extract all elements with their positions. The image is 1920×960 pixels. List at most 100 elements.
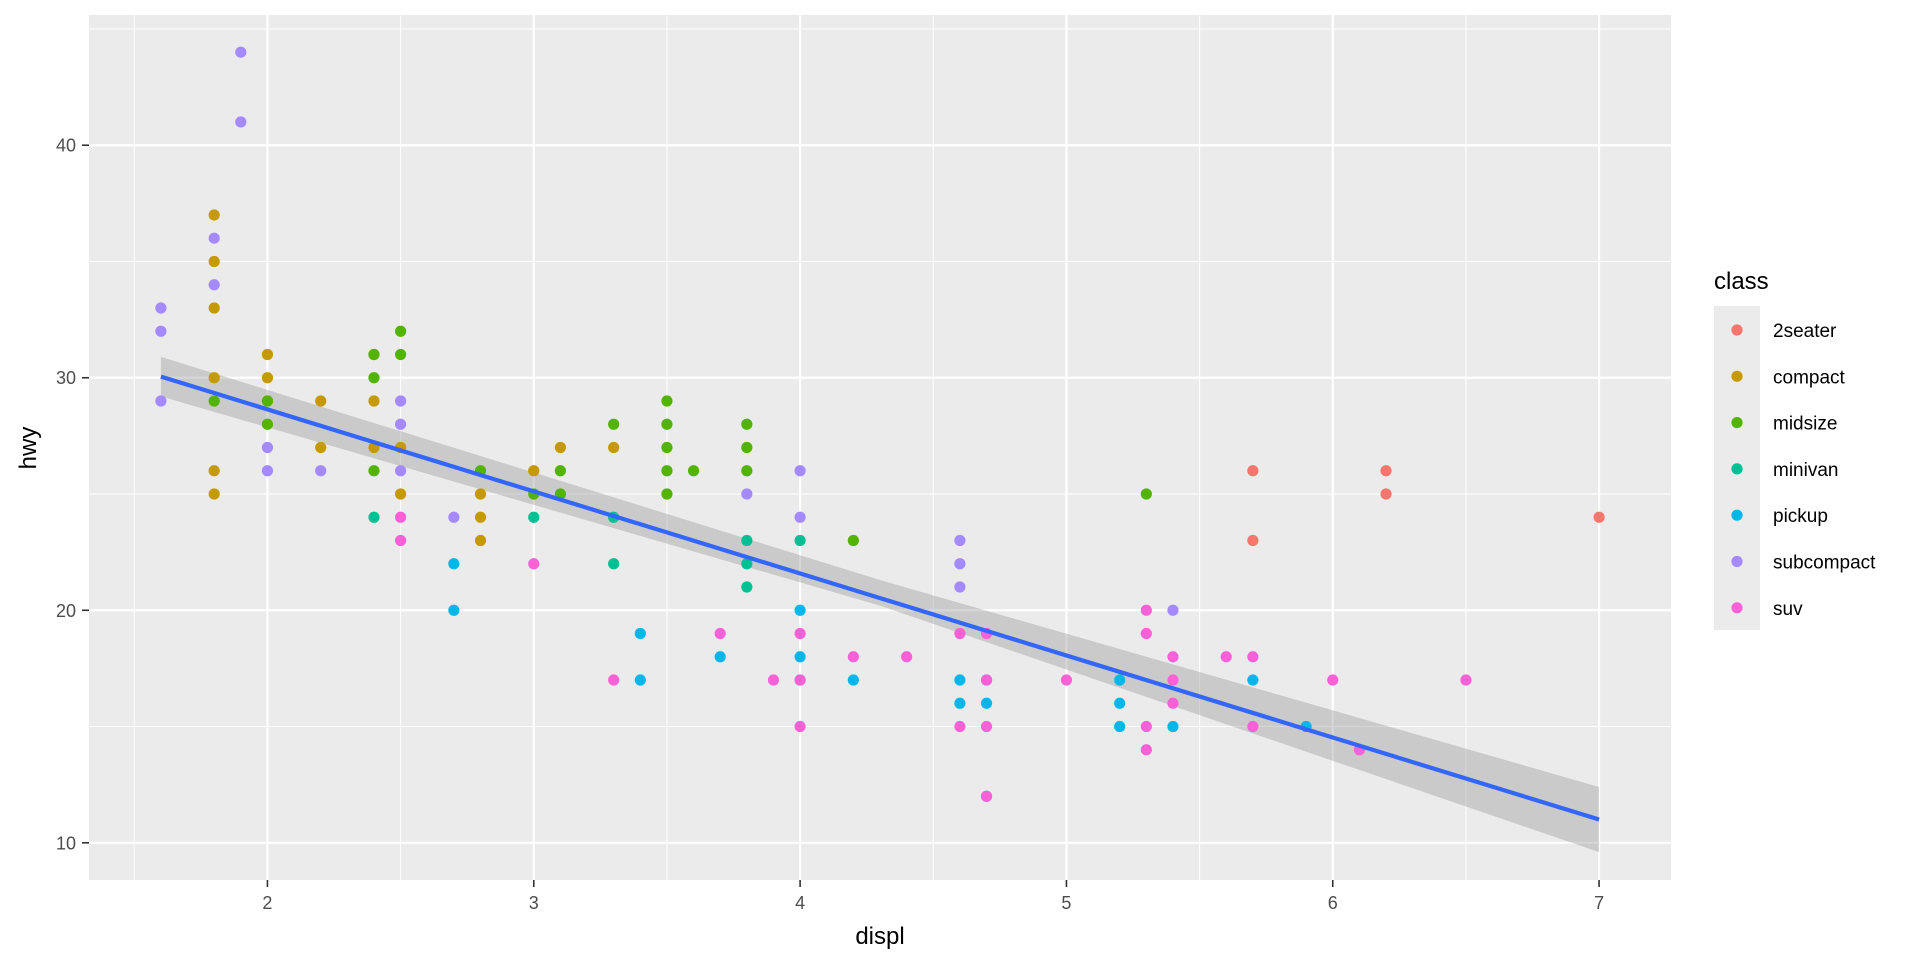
legend-item: suv: [1731, 599, 1803, 620]
point-midsize: [395, 325, 407, 337]
point-compact: [608, 441, 620, 454]
point-suv: [528, 558, 540, 570]
point-pickup: [1167, 720, 1179, 733]
point-pickup: [980, 697, 993, 709]
point-pickup: [794, 604, 806, 616]
point-midsize: [261, 395, 274, 407]
point-minivan: [368, 511, 380, 523]
point-compact: [208, 465, 220, 477]
point-midsize: [661, 441, 673, 454]
point-midsize: [368, 372, 380, 384]
legend-item: compact: [1731, 367, 1846, 388]
point-suv: [1140, 744, 1152, 756]
point-suv: [1460, 674, 1472, 686]
point-subcompact: [208, 279, 220, 291]
point-compact: [368, 395, 380, 407]
point-2seater: [1593, 511, 1605, 523]
point-subcompact: [395, 465, 407, 477]
point-2seater: [1380, 465, 1392, 477]
point-subcompact: [954, 534, 966, 547]
point-suv: [1220, 651, 1232, 663]
point-suv: [980, 674, 993, 686]
point-pickup: [634, 627, 646, 640]
point-suv: [1140, 627, 1152, 640]
point-pickup: [794, 651, 806, 663]
point-midsize: [261, 418, 274, 430]
y-tick-label: 30: [56, 368, 76, 388]
legend-key-minivan: [1731, 463, 1743, 475]
point-compact: [474, 488, 487, 500]
point-suv: [1140, 604, 1152, 616]
point-midsize: [1140, 488, 1152, 500]
point-compact: [261, 348, 274, 361]
point-suv: [1167, 651, 1179, 663]
point-minivan: [741, 581, 753, 593]
point-subcompact: [155, 325, 167, 337]
point-midsize: [847, 534, 859, 547]
x-tick-label: 7: [1594, 893, 1604, 913]
panel-background: [89, 15, 1671, 880]
point-subcompact: [261, 465, 274, 477]
legend-key-subcompact: [1731, 555, 1743, 568]
point-pickup: [448, 558, 460, 570]
point-pickup: [1114, 720, 1126, 733]
point-midsize: [661, 465, 673, 477]
point-compact: [395, 488, 407, 500]
y-axis-title: hwy: [15, 427, 42, 470]
point-midsize: [368, 465, 380, 477]
legend-item: midsize: [1731, 414, 1837, 435]
point-midsize: [661, 418, 673, 430]
legend-label: pickup: [1773, 506, 1828, 527]
point-suv: [1060, 674, 1073, 686]
legend-key-2seater: [1731, 324, 1743, 336]
legend-item: subcompact: [1731, 553, 1876, 574]
point-suv: [608, 674, 620, 686]
point-compact: [208, 372, 220, 384]
point-suv: [847, 651, 859, 663]
point-subcompact: [235, 46, 247, 58]
point-suv: [395, 511, 407, 523]
point-minivan: [528, 511, 540, 523]
x-tick-label: 5: [1061, 893, 1071, 913]
point-pickup: [448, 604, 460, 616]
point-subcompact: [155, 395, 167, 407]
legend-label: 2seater: [1773, 321, 1837, 342]
legend-label: suv: [1773, 599, 1803, 620]
legend-label: minivan: [1773, 460, 1838, 481]
point-compact: [208, 302, 220, 314]
point-suv: [1140, 720, 1152, 733]
legend-key-pickup: [1731, 509, 1743, 521]
point-subcompact: [741, 488, 753, 500]
point-subcompact: [261, 441, 274, 454]
point-compact: [315, 441, 327, 454]
point-suv: [954, 627, 966, 640]
point-compact: [474, 534, 487, 547]
point-suv: [980, 720, 993, 733]
point-subcompact: [315, 465, 327, 477]
point-suv: [794, 627, 806, 640]
point-subcompact: [155, 302, 167, 314]
y-tick-label: 40: [56, 136, 76, 156]
legend-item: 2seater: [1731, 321, 1837, 342]
point-compact: [554, 441, 567, 454]
data-points: [155, 46, 1605, 802]
legend: class 2seater compact midsize minivan pickup…: [1714, 268, 1876, 630]
regression-line-path: [160, 374, 1600, 822]
point-compact: [261, 372, 274, 384]
point-minivan: [608, 558, 620, 570]
legend-label: midsize: [1773, 414, 1837, 435]
x-tick-label: 4: [795, 893, 805, 913]
regression-line: [160, 374, 1600, 822]
point-subcompact: [448, 511, 460, 523]
point-2seater: [1247, 534, 1259, 547]
point-suv: [1247, 720, 1259, 733]
point-suv: [794, 674, 806, 686]
point-subcompact: [395, 418, 407, 430]
point-midsize: [368, 348, 380, 361]
point-subcompact: [794, 511, 806, 523]
point-midsize: [741, 418, 753, 430]
legend-item: pickup: [1731, 506, 1828, 527]
point-midsize: [687, 465, 700, 477]
point-midsize: [608, 418, 620, 430]
